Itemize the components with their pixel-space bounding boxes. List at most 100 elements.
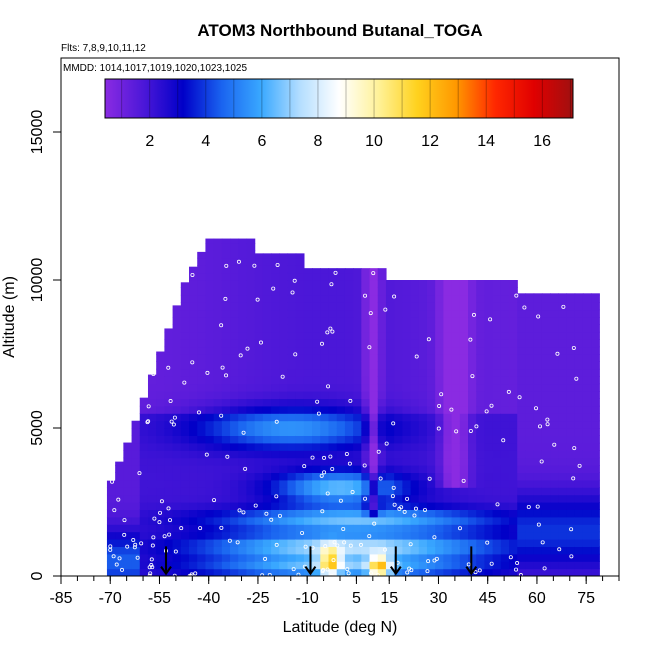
curtain-cell — [336, 324, 346, 333]
curtain-cell — [287, 346, 297, 355]
curtain-cell — [295, 354, 305, 362]
curtain-cell — [295, 294, 305, 303]
curtain-cell — [361, 539, 371, 547]
curtain-cell — [443, 287, 453, 296]
sample-point — [168, 399, 173, 404]
curtain-cell — [558, 376, 568, 385]
curtain-cell — [238, 324, 248, 333]
sample-point — [449, 407, 454, 412]
curtain-cell — [533, 502, 543, 510]
curtain-cell — [476, 354, 486, 362]
x-tick-label: 60 — [528, 590, 546, 607]
curtain-cell — [402, 294, 412, 303]
sample-point — [514, 567, 519, 572]
curtain-cell — [369, 383, 379, 392]
curtain-cell — [246, 450, 256, 459]
curtain-cell — [180, 354, 190, 362]
sample-point — [342, 540, 347, 545]
curtain-cell — [271, 516, 280, 525]
curtain-cell — [353, 465, 362, 473]
curtain-cell — [353, 268, 362, 274]
curtain-cell — [426, 376, 436, 385]
curtain-cell — [484, 435, 494, 444]
curtain-cell — [271, 531, 280, 540]
sample-point — [260, 573, 265, 576]
curtain-cell — [492, 435, 502, 444]
curtain-cell — [115, 479, 124, 488]
sample-point — [319, 341, 324, 346]
curtain-cell — [468, 309, 477, 318]
curtain-cell — [550, 302, 559, 311]
curtain-cell — [221, 428, 231, 436]
curtain-cell — [591, 516, 600, 525]
curtain-cell — [246, 502, 256, 510]
curtain-cell — [262, 309, 272, 318]
curtain-cell — [468, 287, 477, 296]
curtain-cell — [574, 413, 584, 422]
curtain-cell — [435, 331, 444, 340]
curtain-cell — [295, 539, 305, 547]
curtain-cell — [344, 516, 354, 525]
curtain-cell — [180, 509, 190, 518]
curtain-cell — [574, 309, 584, 318]
curtain-cell — [221, 309, 231, 318]
curtain-cell — [533, 391, 543, 399]
curtain-cell — [525, 479, 535, 488]
curtain-cell — [402, 472, 412, 481]
sample-point — [190, 360, 195, 365]
curtain-cell — [361, 272, 371, 281]
curtain-cell — [410, 479, 420, 488]
curtain-cell — [279, 391, 289, 399]
curtain-cell — [303, 287, 313, 296]
curtain-cell — [303, 420, 313, 429]
curtain-cell — [451, 546, 461, 555]
curtain-cell — [394, 502, 403, 510]
curtain-cell — [164, 568, 174, 576]
curtain-cell — [443, 465, 453, 473]
curtain-cell — [550, 383, 559, 392]
curtain-cell — [271, 502, 280, 510]
curtain-cell — [106, 524, 116, 533]
curtain-cell — [279, 257, 289, 266]
curtain-cell — [230, 524, 239, 533]
curtain-cell — [361, 368, 371, 377]
curtain-cell — [541, 376, 551, 385]
curtain-cell — [328, 339, 338, 348]
curtain-cell — [591, 398, 600, 407]
curtain-cell — [197, 509, 207, 518]
curtain-cell — [361, 457, 371, 466]
sample-point — [437, 403, 442, 408]
curtain-cell — [180, 368, 190, 377]
curtain-cell — [295, 553, 305, 562]
curtain-cell — [476, 331, 486, 340]
colorbar-frame — [104, 78, 574, 119]
curtain-cell — [517, 539, 527, 547]
curtain-cell — [205, 265, 215, 274]
curtain-cell — [550, 354, 559, 362]
curtain-cell — [451, 465, 461, 473]
curtain-cell — [484, 309, 494, 318]
curtain-cell — [344, 472, 354, 481]
curtain-cell — [517, 553, 527, 562]
curtain-cell — [541, 465, 551, 473]
curtain-cell — [492, 309, 502, 318]
curtain-cell — [476, 339, 486, 348]
curtain-cell — [287, 405, 297, 414]
x-tick-label: 30 — [430, 590, 448, 607]
curtain-cell — [410, 368, 420, 377]
curtain-cell — [312, 420, 321, 429]
curtain-cell — [246, 442, 256, 451]
curtain-cell — [221, 568, 231, 576]
curtain-cell — [500, 376, 510, 385]
curtain-cell — [492, 324, 502, 333]
curtain-cell — [147, 516, 157, 525]
curtain-cell — [509, 568, 518, 576]
curtain-cell — [451, 391, 461, 399]
curtain-cell — [262, 428, 272, 436]
curtain-cell — [582, 502, 592, 510]
curtain-cell — [180, 294, 190, 303]
curtain-cell — [385, 465, 395, 473]
curtain-cell — [189, 516, 198, 525]
curtain-cell — [533, 450, 543, 459]
x-axis: -85 -70 -55 -40 -25 -10 5 15 30 45 60 75 — [49, 576, 620, 607]
